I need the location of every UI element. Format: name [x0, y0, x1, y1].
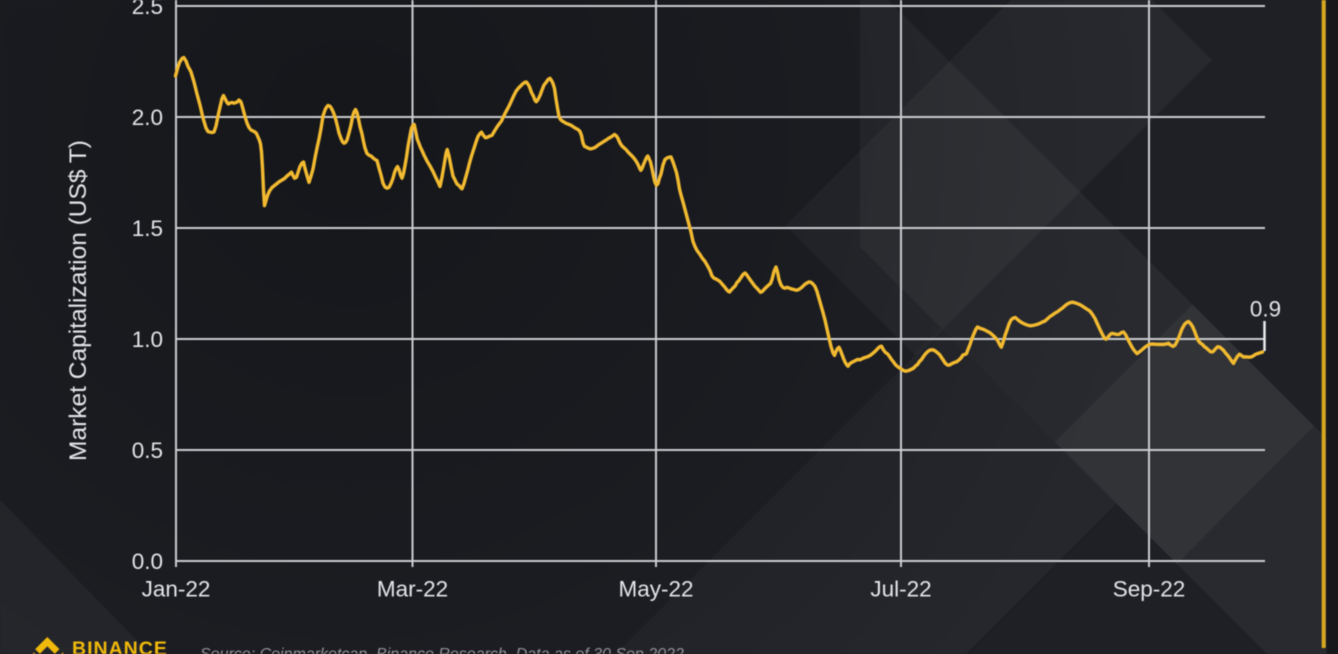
svg-text:Jan-22: Jan-22	[142, 577, 211, 602]
svg-text:BINANCE: BINANCE	[72, 638, 168, 654]
svg-text:0.0: 0.0	[132, 549, 163, 574]
svg-text:2.5: 2.5	[132, 0, 163, 19]
svg-text:2.0: 2.0	[132, 105, 163, 130]
svg-text:Market Capitalization (US$ T): Market Capitalization (US$ T)	[65, 140, 92, 461]
svg-text:0.5: 0.5	[132, 438, 163, 463]
svg-text:1.5: 1.5	[132, 216, 163, 241]
svg-text:May-22: May-22	[618, 577, 693, 602]
svg-text:Source: Coinmarketcap, Binance: Source: Coinmarketcap, Binance Research.…	[200, 646, 684, 654]
svg-text:1.0: 1.0	[132, 327, 163, 352]
svg-text:Sep-22: Sep-22	[1113, 577, 1186, 602]
svg-text:0.9: 0.9	[1250, 297, 1281, 322]
svg-text:Mar-22: Mar-22	[377, 577, 448, 602]
svg-text:Jul-22: Jul-22	[870, 577, 931, 602]
